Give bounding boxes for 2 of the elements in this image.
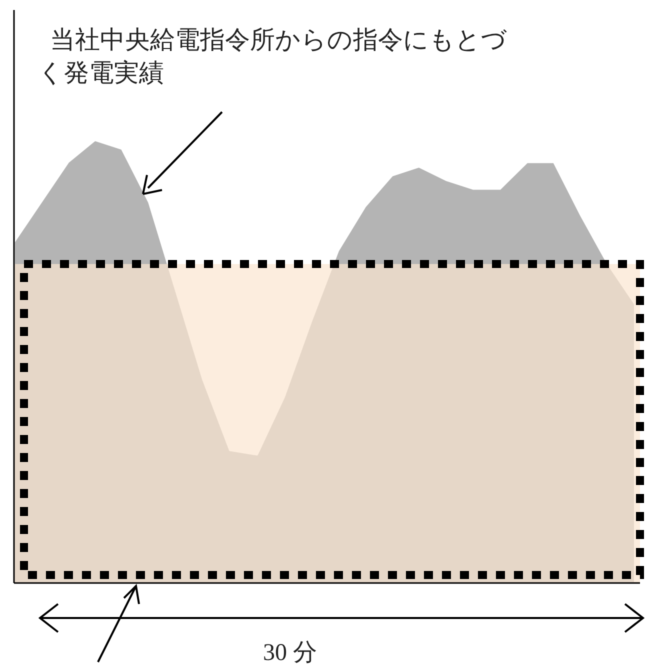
- text: 当社中央給電指令所からの指令にもとづく発電実績: [38, 27, 507, 87]
- text: 30 分: [263, 640, 317, 666]
